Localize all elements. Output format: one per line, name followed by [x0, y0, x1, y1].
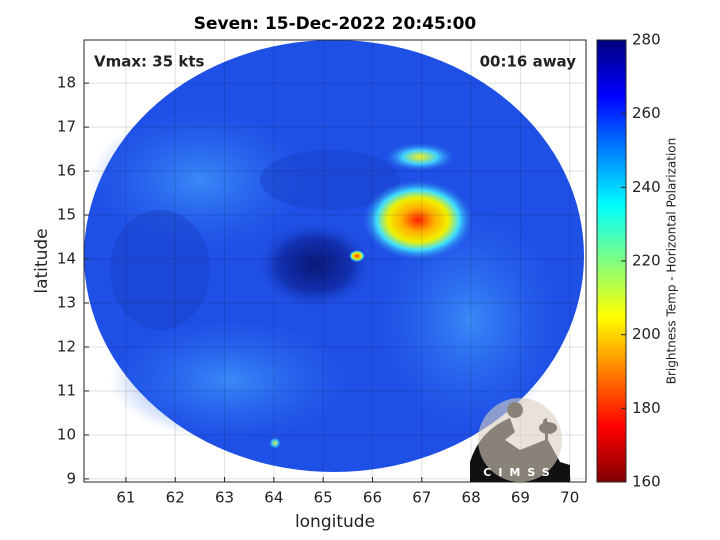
colorbar-tick-label: 240 — [632, 178, 661, 196]
logo: CIMSS — [470, 398, 570, 482]
colorbar-tick-label: 180 — [632, 399, 661, 417]
x-tick-label: 70 — [560, 489, 579, 507]
colorbar-tick-label: 160 — [632, 473, 661, 491]
y-tick-label: 18 — [57, 74, 76, 92]
plot-border — [83, 39, 587, 483]
x-tick-label: 62 — [166, 489, 185, 507]
colorbar-tick-label: 260 — [632, 104, 661, 122]
y-tick-label: 16 — [57, 162, 76, 180]
x-tick-label: 68 — [462, 489, 481, 507]
axes: 61 62 63 64 65 66 67 68 69 709101112131415161718 … — [57, 39, 587, 507]
x-tick-label: 65 — [314, 489, 333, 507]
y-tick-label: 11 — [57, 381, 76, 399]
x-tick-label: 66 — [363, 489, 382, 507]
y-tick-label: 12 — [57, 337, 76, 355]
colorbar-label: Brightness Temp - Horizontal Polarizatio… — [665, 138, 679, 385]
x-tick-label: 67 — [412, 489, 431, 507]
chart-title: Seven: 15-Dec-2022 20:45:00 — [194, 14, 477, 34]
y-tick-label: 14 — [57, 250, 76, 268]
y-tick-label: 9 — [66, 469, 76, 487]
x-tick-label: 63 — [215, 489, 234, 507]
colorbar-tick-label: 280 — [632, 31, 661, 49]
x-tick-label: 64 — [264, 489, 283, 507]
y-axis-label: latitude — [32, 228, 52, 293]
colorbar-tick-label: 200 — [632, 325, 661, 343]
x-tick-label: 69 — [511, 489, 530, 507]
logo-text: CIMSS — [483, 466, 556, 479]
x-tick-label: 61 — [116, 489, 135, 507]
y-tick-label: 15 — [57, 206, 76, 224]
colorbar-tick-label: 220 — [632, 252, 661, 270]
y-tick-label: 17 — [57, 118, 76, 136]
annotation: 00:16 away — [480, 53, 577, 71]
y-tick-label: 13 — [57, 294, 76, 312]
y-tick-label: 10 — [57, 425, 76, 443]
satellite-image — [84, 40, 584, 472]
annotation: Vmax: 35 kts — [94, 53, 204, 71]
x-axis-label: longitude — [295, 512, 375, 532]
